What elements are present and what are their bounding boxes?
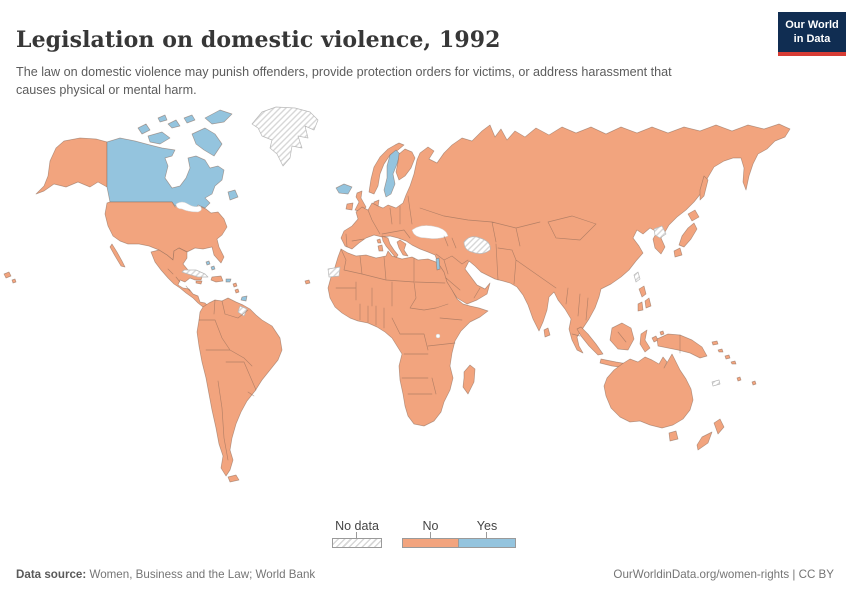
country-puerto-rico[interactable] [225, 278, 232, 283]
owid-logo-line2: in Data [793, 33, 831, 46]
country-hispaniola[interactable] [210, 275, 224, 283]
region-mexico-central-america[interactable] [150, 247, 213, 312]
data-source-label: Data source: [16, 568, 87, 581]
country-canada-newfoundland[interactable] [227, 189, 239, 201]
island-tasmania[interactable] [668, 430, 679, 442]
data-source-text: Women, Business and the Law; World Bank [86, 568, 316, 581]
country-trinidad[interactable] [240, 295, 248, 302]
country-bahamas[interactable] [205, 260, 216, 271]
world-choropleth-map[interactable] [0, 98, 850, 520]
legend-swatch-no[interactable] [402, 538, 459, 548]
pacific-islands[interactable] [711, 340, 757, 386]
chart-footer: Data source: Women, Business and the Law… [16, 568, 834, 581]
region-baja-california[interactable] [109, 243, 126, 268]
country-cuba[interactable] [181, 269, 209, 278]
owid-logo[interactable]: Our World in Data [778, 12, 846, 56]
island-sumatra[interactable] [576, 326, 604, 356]
country-japan[interactable] [673, 209, 700, 258]
country-philippines[interactable] [637, 285, 652, 312]
region-tierra-del-fuego[interactable] [227, 474, 240, 483]
country-western-sahara[interactable] [327, 266, 341, 278]
owid-logo-line1: Our World [785, 19, 839, 31]
country-sri-lanka[interactable] [543, 327, 551, 338]
region-africa[interactable] [327, 248, 489, 427]
country-borders [167, 195, 681, 461]
country-new-zealand[interactable] [696, 418, 725, 451]
legend-label-yes: Yes [476, 519, 498, 533]
country-ireland[interactable] [345, 202, 354, 211]
legend-swatch-no-data[interactable] [332, 538, 382, 548]
country-new-caledonia[interactable] [711, 379, 721, 387]
island-sulawesi[interactable] [639, 329, 651, 353]
country-israel[interactable] [435, 257, 441, 271]
legend-swatch-yes[interactable] [458, 538, 516, 548]
country-jamaica[interactable] [195, 280, 203, 285]
country-hawaii-capeverde[interactable] [3, 271, 311, 285]
lake-victoria [435, 333, 441, 339]
legend-tick-no-data [356, 532, 357, 538]
country-australia[interactable] [603, 353, 694, 429]
country-taiwan[interactable] [633, 271, 641, 283]
legend-label-no-data: No data [335, 519, 379, 533]
caspian-sea [463, 236, 491, 254]
region-sakhalin[interactable] [699, 175, 709, 201]
lesser-antilles[interactable] [232, 282, 240, 294]
country-greece[interactable] [396, 239, 409, 257]
country-alaska[interactable] [35, 137, 108, 195]
country-finland[interactable] [395, 148, 416, 181]
page-title: Legislation on domestic violence, 1992 [16, 26, 501, 53]
chart-subtitle: The law on domestic violence may punish … [16, 64, 672, 98]
island-new-guinea[interactable] [656, 333, 708, 359]
legend-tick-yes [486, 532, 487, 538]
country-norway[interactable] [368, 142, 405, 195]
country-italy[interactable] [381, 235, 399, 259]
country-north-korea[interactable] [653, 225, 667, 239]
country-french-guiana[interactable] [237, 305, 248, 317]
great-lakes [175, 201, 202, 213]
legend-label-no: No [422, 519, 439, 533]
country-united-states[interactable] [104, 201, 228, 264]
region-south-america[interactable] [196, 297, 283, 477]
country-greenland[interactable] [251, 106, 319, 167]
black-sea [411, 225, 449, 239]
canada-arctic-islands[interactable] [137, 109, 233, 157]
owid-url-link[interactable]: OurWorldinData.org/women-rights | CC BY [613, 568, 834, 581]
legend-tick-no [430, 532, 431, 538]
country-madagascar[interactable] [462, 364, 476, 395]
country-iceland[interactable] [335, 183, 353, 195]
